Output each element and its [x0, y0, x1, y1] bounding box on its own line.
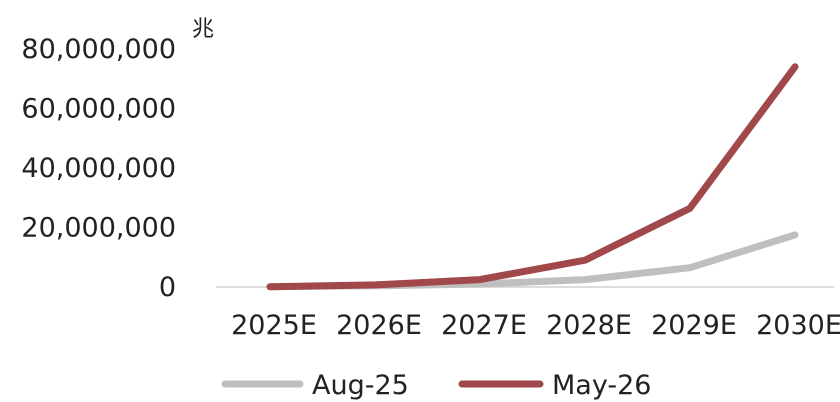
- x-tick-label: 2028E: [546, 310, 632, 341]
- legend: Aug-25 May-26: [221, 370, 651, 401]
- y-tick-label: 20,000,000: [21, 213, 176, 244]
- y-axis-tick-labels: 0 20,000,000 40,000,000 60,000,000 80,000,00…: [21, 34, 176, 303]
- y-tick-label: 60,000,000: [21, 94, 176, 125]
- x-tick-label: 2027E: [441, 310, 527, 341]
- legend-label-2: May-26: [552, 370, 651, 401]
- x-tick-label: 2029E: [651, 310, 737, 341]
- y-tick-label: 0: [159, 272, 176, 303]
- x-axis-tick-labels: 2025E 2026E 2027E 2028E 2029E 2030E: [231, 310, 840, 341]
- x-tick-label: 2030E: [756, 310, 840, 341]
- y-tick-label: 40,000,000: [21, 153, 176, 184]
- y-axis-unit-label: 兆: [192, 17, 214, 42]
- series-lines: [266, 63, 799, 291]
- y-tick-label: 80,000,000: [21, 34, 176, 65]
- series-line-2: [266, 63, 799, 291]
- series-line-1: [266, 231, 799, 291]
- x-tick-label: 2025E: [231, 310, 317, 341]
- legend-label-1: Aug-25: [312, 370, 409, 401]
- x-tick-label: 2026E: [336, 310, 422, 341]
